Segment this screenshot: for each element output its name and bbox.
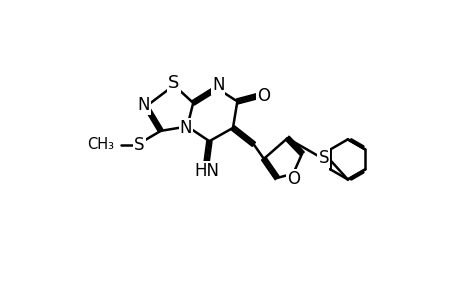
Text: S: S — [318, 149, 328, 167]
Text: N: N — [212, 76, 224, 94]
Text: CH₃: CH₃ — [86, 137, 113, 152]
Text: S: S — [134, 136, 145, 154]
Text: S: S — [168, 74, 179, 92]
Text: N: N — [137, 96, 150, 114]
Text: HN: HN — [194, 163, 218, 181]
Text: O: O — [257, 87, 270, 105]
Text: O: O — [286, 170, 299, 188]
Text: N: N — [179, 119, 192, 137]
